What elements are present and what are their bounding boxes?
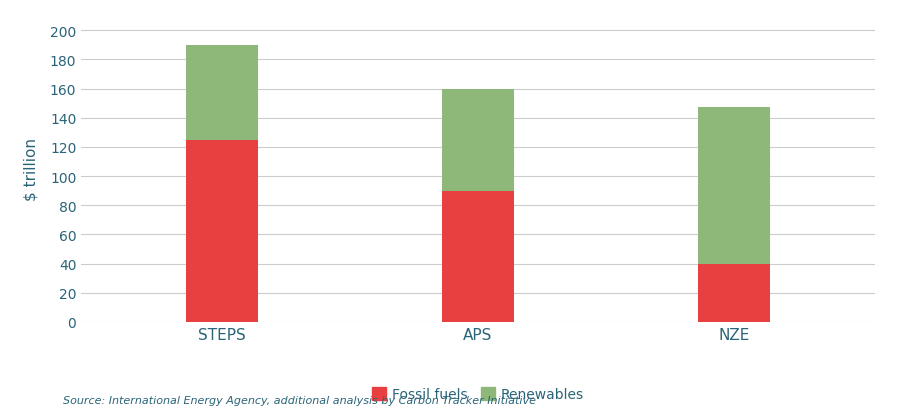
Bar <box>186 140 258 322</box>
Bar <box>442 89 514 191</box>
Bar <box>698 108 770 264</box>
Y-axis label: $ trillion: $ trillion <box>23 138 39 201</box>
Legend: Fossil fuels, Renewables: Fossil fuels, Renewables <box>367 382 589 407</box>
Text: Source: International Energy Agency, additional analysis by Carbon Tracker Initi: Source: International Energy Agency, add… <box>63 395 536 405</box>
Bar <box>442 191 514 322</box>
Bar <box>186 45 258 140</box>
Bar <box>698 264 770 322</box>
